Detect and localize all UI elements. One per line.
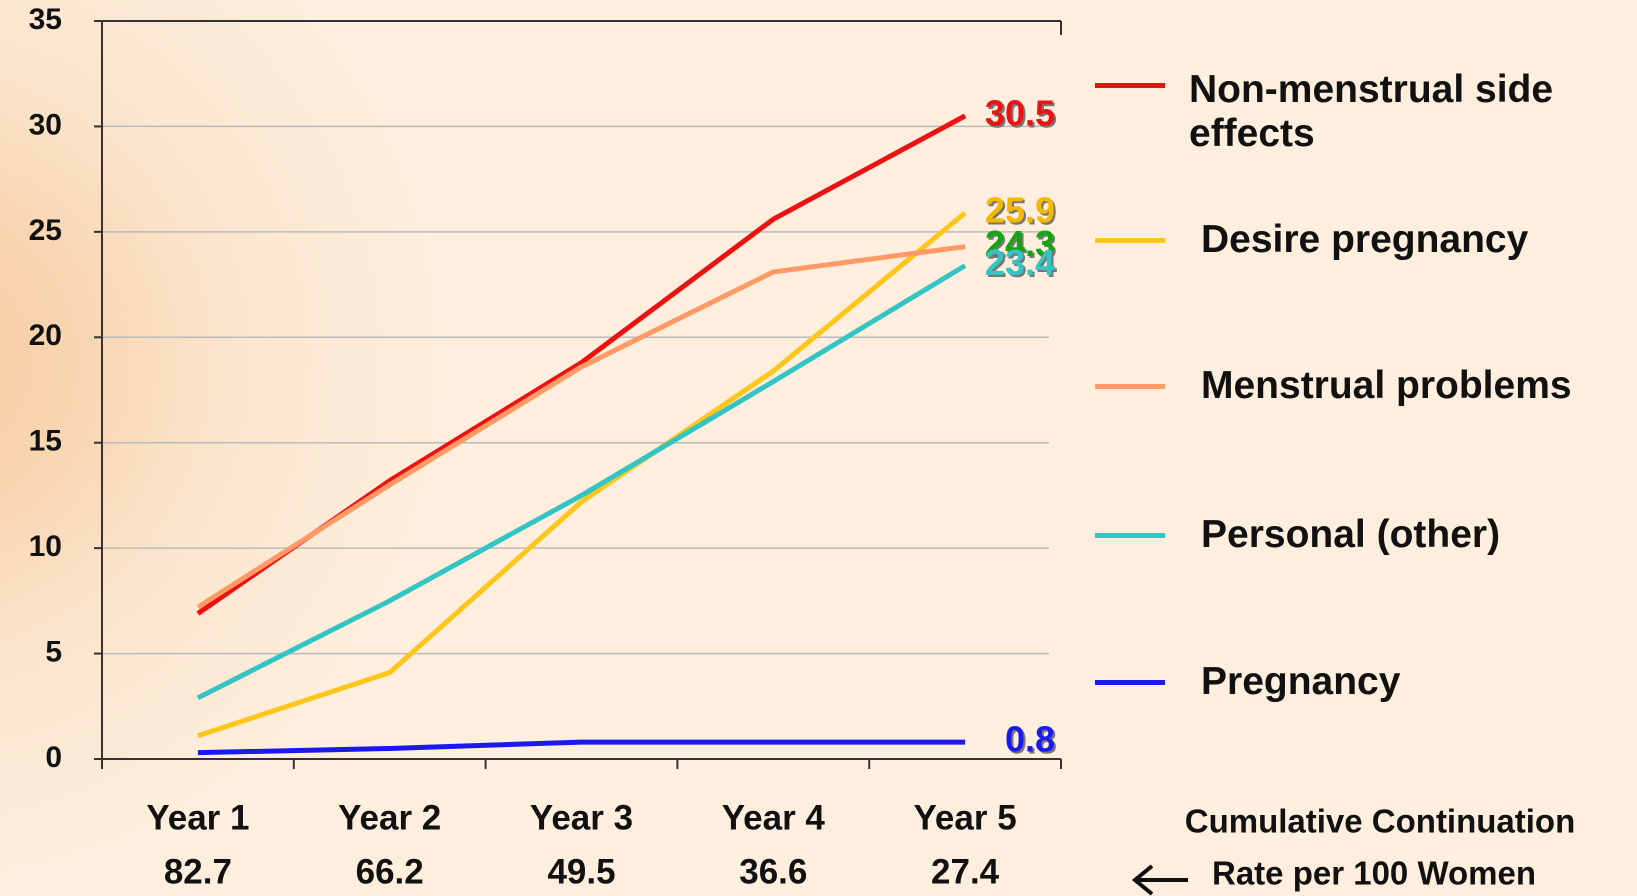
end-label: 23.4 — [985, 242, 1055, 283]
legend-swatch — [1095, 383, 1165, 389]
legend-label: Pregnancy — [1201, 660, 1401, 703]
y-tick-label: 30 — [29, 108, 62, 141]
continuation-value: 36.6 — [739, 852, 807, 891]
end-label-shadow: 23.4 — [987, 244, 1057, 285]
end-label: 25.9 — [985, 189, 1055, 230]
series-line — [197, 210, 967, 739]
legend-item: Pregnancy — [1095, 637, 1400, 727]
end-label: 0.8 — [1005, 719, 1055, 760]
continuation-value: 49.5 — [547, 852, 615, 891]
y-tick-label: 10 — [29, 530, 62, 563]
legend-swatch — [1095, 237, 1165, 243]
continuation-label: Cumulative Continuation — [1185, 803, 1576, 840]
legend-swatch — [1095, 532, 1165, 538]
legend-swatch — [1095, 83, 1165, 88]
continuation-label: Rate per 100 Women — [1212, 855, 1536, 892]
end-label-shadow: 25.9 — [987, 191, 1057, 232]
legend-label: Menstrual problems — [1201, 364, 1572, 407]
y-tick-label: 25 — [29, 214, 62, 247]
x-tick-label: Year 4 — [722, 798, 826, 837]
y-tick-label: 0 — [45, 741, 62, 774]
continuation-value: 82.7 — [164, 852, 232, 891]
x-tick-label: Year 2 — [338, 798, 441, 837]
end-label: 30.5 — [985, 92, 1055, 133]
legend-swatch — [1095, 679, 1165, 685]
y-tick-label: 20 — [29, 319, 62, 352]
x-tick-label: Year 3 — [530, 798, 633, 837]
x-tick-label: Year 1 — [146, 798, 249, 837]
end-label: 24.3 — [985, 223, 1055, 264]
end-label-shadow: 30.5 — [987, 94, 1057, 135]
series-line — [196, 263, 967, 701]
legend-item: Personal (other) — [1095, 490, 1500, 580]
y-tick-label: 5 — [45, 635, 62, 668]
legend-item: Desire pregnancy — [1095, 195, 1528, 285]
legend-label: Personal (other) — [1201, 513, 1501, 556]
y-tick-label: 35 — [29, 3, 62, 36]
series-line — [196, 244, 966, 610]
arrow — [1131, 864, 1188, 896]
legend-item: Menstrual problems — [1095, 341, 1572, 431]
legend-label: Desire pregnancy — [1201, 218, 1529, 261]
series-line — [197, 739, 966, 756]
y-tick-label: 15 — [29, 425, 62, 458]
end-label-shadow: 24.3 — [987, 225, 1057, 266]
continuation-value: 66.2 — [356, 852, 424, 891]
legend-item: Non-menstrual side effects — [1095, 67, 1619, 157]
legend-label: Non-menstrual side effects — [1189, 68, 1554, 155]
continuation-value: 27.4 — [931, 852, 1000, 891]
end-label-shadow: 0.8 — [1007, 721, 1057, 762]
x-tick-label: Year 5 — [914, 798, 1017, 837]
